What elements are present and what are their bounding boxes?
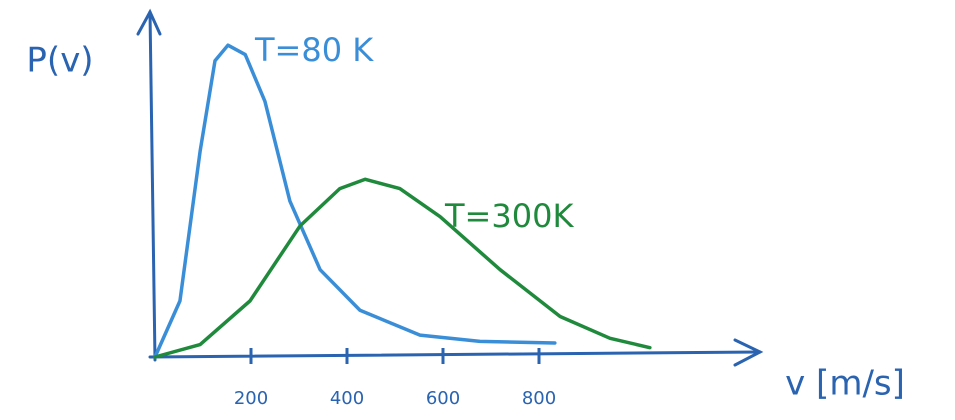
x-axis	[150, 352, 760, 357]
y-axis	[150, 12, 155, 360]
series-label: T=80 K	[254, 31, 374, 69]
x-tick-label: 800	[522, 388, 556, 409]
x-tick-label: 400	[330, 388, 364, 409]
line	[155, 179, 650, 357]
y-axis-label: P(v)	[26, 41, 93, 81]
x-tick-label: 200	[234, 388, 268, 409]
x-tick-label: 600	[426, 388, 460, 409]
x-axis-label: v [m/s]	[785, 364, 905, 404]
series-label: T=300K	[444, 197, 574, 235]
chart: P(v) v [m/s] 200 400 600 800 T=80 K T=300K	[0, 0, 955, 420]
axes	[138, 12, 760, 365]
